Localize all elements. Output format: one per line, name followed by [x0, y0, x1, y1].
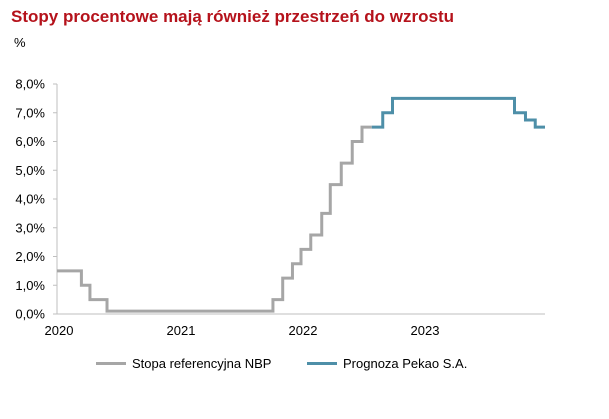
legend-label-nbp: Stopa referencyjna NBP: [132, 356, 272, 371]
chart-legend: Stopa referencyjna NBP Prognoza Pekao S.…: [0, 356, 609, 378]
y-tick-label: 3,0%: [15, 220, 45, 235]
series-line-pekao: [371, 96, 545, 129]
y-tick-label: 0,0%: [15, 307, 45, 322]
y-tick-label: 2,0%: [15, 249, 45, 264]
chart-title: Stopy procentowe mają również przestrzeń…: [11, 7, 455, 26]
x-tick-label: 2022: [289, 323, 318, 338]
y-tick-label: 8,0%: [15, 77, 45, 92]
legend-swatch-nbp: [96, 362, 126, 365]
legend-item-nbp: Stopa referencyjna NBP: [96, 356, 271, 371]
y-tick-label: 7,0%: [15, 105, 45, 120]
y-tick-label: 5,0%: [15, 163, 45, 178]
x-tick-label: 2021: [167, 323, 196, 338]
y-tick-label: 1,0%: [15, 278, 45, 293]
x-tick-label: 2020: [45, 323, 74, 338]
series-line-nbp: [57, 125, 372, 313]
legend-swatch-pekao: [307, 362, 337, 365]
y-tick-label: 4,0%: [15, 192, 45, 207]
y-tick-label: 6,0%: [15, 134, 45, 149]
x-tick-label: 2023: [411, 323, 440, 338]
unit-label: %: [14, 35, 26, 50]
legend-label-pekao: Prognoza Pekao S.A.: [343, 356, 468, 371]
legend-item-pekao: Prognoza Pekao S.A.: [307, 356, 467, 371]
